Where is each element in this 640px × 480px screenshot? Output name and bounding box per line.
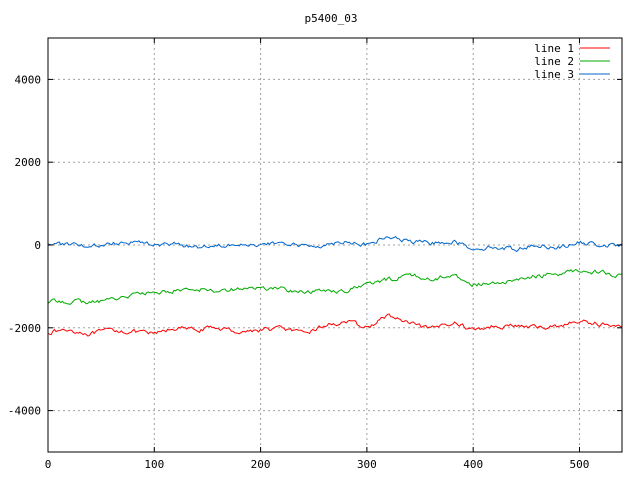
y-tick-label-2: 0 <box>34 239 41 252</box>
x-tick-label-1: 100 <box>144 458 164 471</box>
series-group <box>47 235 623 337</box>
x-tick-label-2: 200 <box>251 458 271 471</box>
x-tick-label-3: 300 <box>357 458 377 471</box>
chart-title: p5400_03 <box>305 12 358 25</box>
y-tick-label-3: 2000 <box>15 156 42 169</box>
y-tick-label-4: 4000 <box>15 73 42 86</box>
series-line-2 <box>47 268 623 305</box>
x-tick-label-0: 0 <box>45 458 52 471</box>
legend-label-2: line 2 <box>534 55 574 68</box>
series-line-1 <box>47 313 623 337</box>
x-tick-label-4: 400 <box>463 458 483 471</box>
y-tick-label-0: -4000 <box>8 405 41 418</box>
legend-label-3: line 3 <box>534 68 574 81</box>
legend-label-1: line 1 <box>534 42 574 55</box>
ticks-group: 0 100 200 300 400 500 -4000 -2000 0 2000 4000 <box>8 38 622 471</box>
series-line-3 <box>47 235 623 253</box>
y-tick-label-1: -2000 <box>8 322 41 335</box>
x-tick-label-5: 500 <box>570 458 590 471</box>
